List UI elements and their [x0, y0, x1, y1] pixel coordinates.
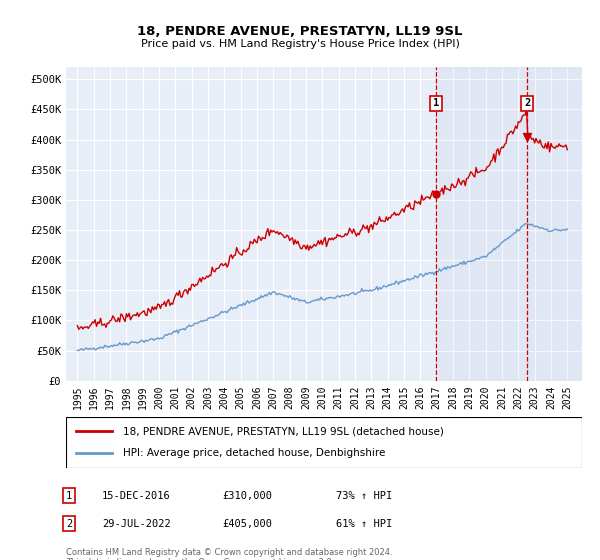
FancyBboxPatch shape — [66, 417, 582, 468]
Text: £405,000: £405,000 — [222, 519, 272, 529]
Text: Price paid vs. HM Land Registry's House Price Index (HPI): Price paid vs. HM Land Registry's House … — [140, 39, 460, 49]
Bar — [436, 67, 584, 381]
Text: 1: 1 — [66, 491, 72, 501]
Text: £310,000: £310,000 — [222, 491, 272, 501]
Text: 15-DEC-2016: 15-DEC-2016 — [102, 491, 171, 501]
Text: 18, PENDRE AVENUE, PRESTATYN, LL19 9SL: 18, PENDRE AVENUE, PRESTATYN, LL19 9SL — [137, 25, 463, 38]
Text: 2: 2 — [524, 99, 530, 109]
Text: Contains HM Land Registry data © Crown copyright and database right 2024.
This d: Contains HM Land Registry data © Crown c… — [66, 548, 392, 560]
Text: 29-JUL-2022: 29-JUL-2022 — [102, 519, 171, 529]
Text: 18, PENDRE AVENUE, PRESTATYN, LL19 9SL (detached house): 18, PENDRE AVENUE, PRESTATYN, LL19 9SL (… — [123, 426, 443, 436]
Text: 2: 2 — [66, 519, 72, 529]
Text: 1: 1 — [433, 99, 439, 109]
Text: 61% ↑ HPI: 61% ↑ HPI — [336, 519, 392, 529]
Text: HPI: Average price, detached house, Denbighshire: HPI: Average price, detached house, Denb… — [123, 449, 385, 459]
Text: 73% ↑ HPI: 73% ↑ HPI — [336, 491, 392, 501]
